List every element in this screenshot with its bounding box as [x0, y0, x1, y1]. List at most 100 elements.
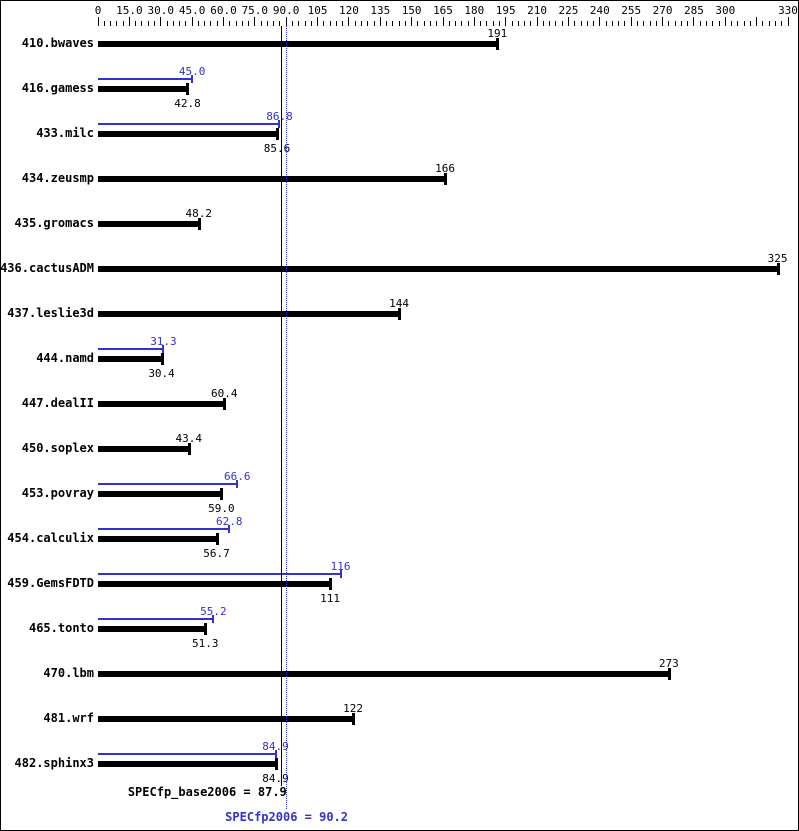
base-bar-endcap	[352, 713, 356, 725]
axis-tick-label: 45.0	[178, 4, 206, 17]
axis-minor-tick	[643, 21, 645, 26]
axis-minor-tick	[593, 21, 595, 26]
axis-tick-label: 90.0	[272, 4, 300, 17]
base-bar	[98, 176, 446, 182]
axis-tick-label: 15.0	[116, 4, 143, 17]
axis-major-tick	[379, 17, 381, 26]
axis-minor-tick	[298, 21, 300, 26]
peak-bar-endcap	[236, 480, 239, 488]
axis-minor-tick	[524, 21, 526, 26]
base-value-label: 56.7	[203, 547, 230, 560]
base-value-label: 111	[320, 592, 341, 605]
peak-result-summary: SPECfp2006 = 90.2	[225, 810, 348, 824]
base-value-label: 122	[343, 702, 364, 715]
axis-minor-tick	[273, 21, 275, 26]
peak-bar	[98, 618, 214, 620]
base-value-label: 60.4	[211, 387, 238, 400]
peak-mean-line	[286, 26, 288, 809]
axis-minor-tick	[655, 21, 657, 26]
axis-minor-tick	[781, 21, 783, 26]
axis-minor-tick	[699, 21, 701, 26]
benchmark-label: 481.wrf	[43, 711, 94, 725]
base-bar-endcap	[187, 443, 191, 455]
axis-minor-tick	[429, 21, 431, 26]
axis-minor-tick	[517, 21, 519, 26]
axis-major-tick	[630, 17, 632, 26]
axis-minor-tick	[511, 21, 513, 26]
axis-major-tick	[505, 17, 507, 26]
axis-minor-tick	[448, 21, 450, 26]
axis-minor-tick	[580, 21, 582, 26]
axis-minor-tick	[618, 21, 620, 26]
axis-tick-label: 120	[338, 4, 359, 17]
axis-minor-tick	[762, 21, 764, 26]
axis-minor-tick	[737, 21, 739, 26]
base-bar-endcap	[223, 398, 227, 410]
benchmark-label: 416.gamess	[21, 81, 94, 95]
base-bar-endcap	[398, 308, 402, 320]
axis-minor-tick	[636, 21, 638, 26]
axis-minor-tick	[674, 21, 676, 26]
axis-minor-tick	[241, 21, 243, 26]
axis-tick-label: 225	[558, 4, 579, 17]
axis-minor-tick	[204, 21, 206, 26]
base-bar	[98, 491, 222, 497]
base-bar	[98, 221, 199, 227]
axis-tick-label: 0	[94, 4, 102, 17]
axis-minor-tick	[461, 21, 463, 26]
axis-major-tick	[411, 17, 413, 26]
base-bar-endcap	[329, 578, 333, 590]
base-bar	[98, 671, 669, 677]
axis-minor-tick	[705, 21, 707, 26]
axis-minor-tick	[404, 21, 406, 26]
axis-major-tick	[160, 17, 162, 26]
base-bar	[98, 446, 189, 452]
base-result-summary: SPECfp_base2006 = 87.9	[127, 785, 287, 799]
axis-minor-tick	[542, 21, 544, 26]
axis-tick-label: 60.0	[210, 4, 237, 17]
axis-minor-tick	[147, 21, 149, 26]
axis-tick-label: 165	[433, 4, 453, 17]
peak-bar	[98, 348, 164, 350]
axis-minor-tick	[373, 21, 375, 26]
axis-tick-label: 270	[652, 4, 673, 17]
peak-bar-endcap	[278, 120, 281, 128]
base-bar-endcap	[215, 533, 219, 545]
benchmark-label: 450.soplex	[21, 441, 94, 455]
peak-value-label: 116	[330, 560, 351, 573]
base-value-label: 191	[487, 27, 508, 40]
benchmark-label: 470.lbm	[43, 666, 94, 680]
base-bar-endcap	[776, 263, 780, 275]
axis-minor-tick	[649, 21, 651, 26]
base-bar-endcap	[275, 128, 279, 140]
benchmark-label: 465.tonto	[28, 621, 94, 635]
axis-minor-tick	[530, 21, 532, 26]
axis-tick-label: 240	[589, 4, 610, 17]
axis-minor-tick	[574, 21, 576, 26]
benchmark-label: 482.sphinx3	[14, 756, 94, 770]
base-value-label: 144	[389, 297, 410, 310]
base-bar	[98, 311, 400, 317]
peak-bar	[98, 573, 341, 575]
base-bar-endcap	[204, 623, 208, 635]
base-bar-endcap	[444, 173, 448, 185]
benchmark-label: 453.povray	[21, 486, 94, 500]
axis-minor-tick	[304, 21, 306, 26]
axis-tick-label: 105	[307, 4, 328, 17]
axis-major-tick	[567, 17, 569, 26]
axis-minor-tick	[611, 21, 613, 26]
axis-minor-tick	[743, 21, 745, 26]
peak-bar-endcap	[212, 615, 215, 623]
axis-major-tick	[756, 17, 758, 26]
axis-minor-tick	[197, 21, 199, 26]
axis-minor-tick	[360, 21, 362, 26]
axis-major-tick	[128, 17, 130, 26]
axis-tick-label: 330	[778, 4, 798, 17]
axis-major-tick	[285, 17, 287, 26]
base-bar	[98, 401, 225, 407]
axis-minor-tick	[492, 21, 494, 26]
axis-major-tick	[473, 17, 475, 26]
peak-bar-endcap	[162, 345, 165, 353]
benchmark-label: 436.cactusADM	[0, 261, 94, 275]
